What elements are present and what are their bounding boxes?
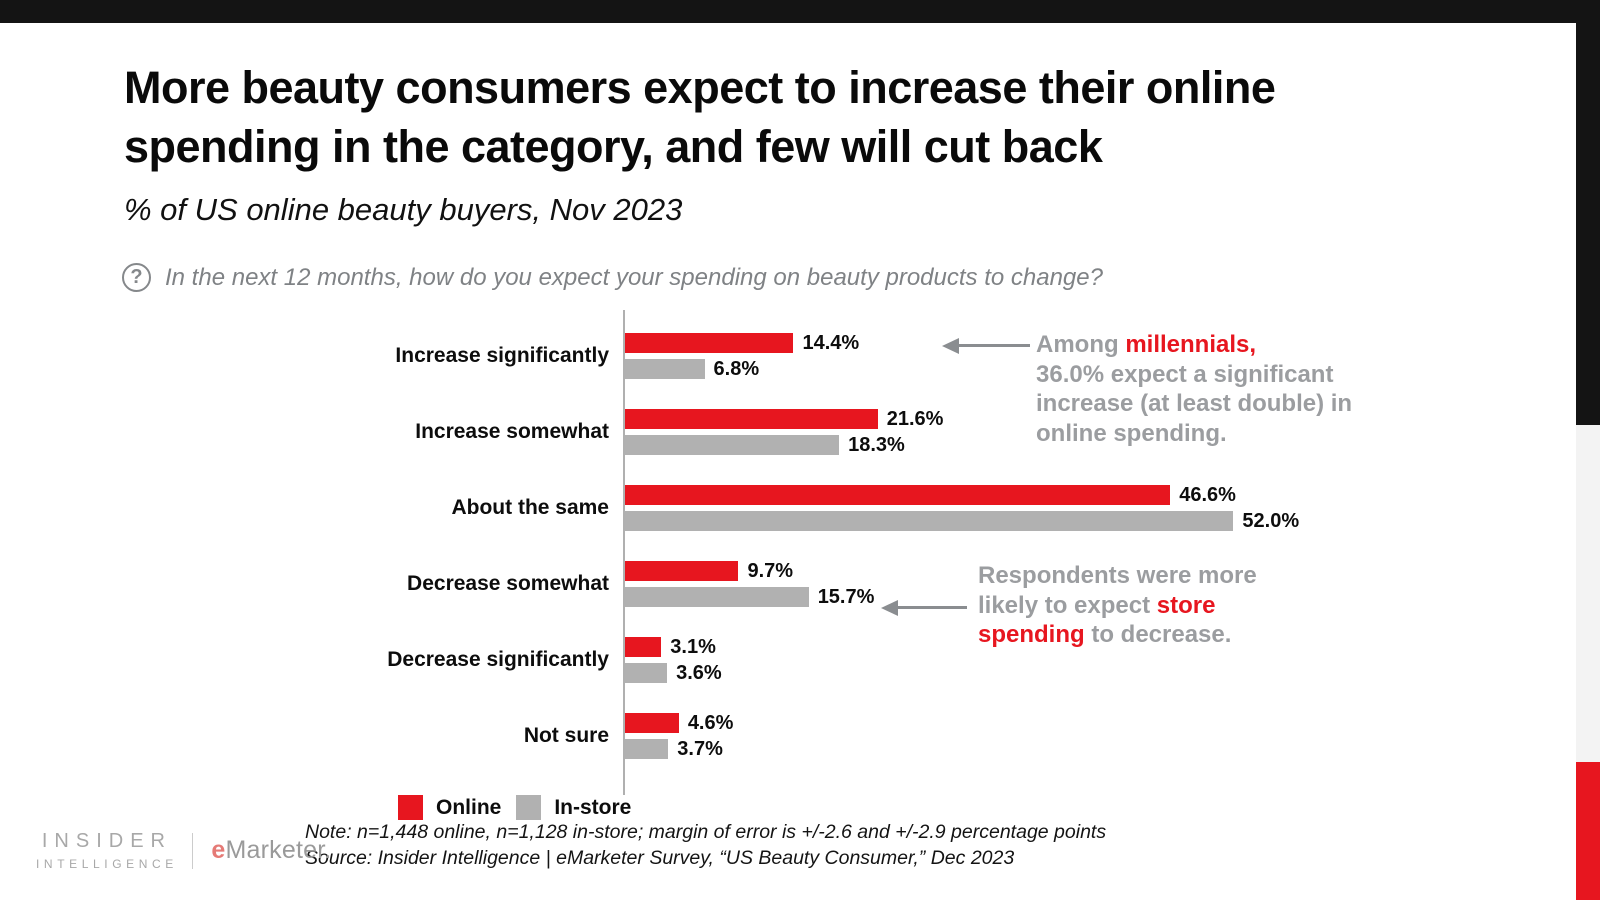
annotation-line: increase (at least double) in	[1036, 390, 1353, 417]
legend-item-instore: In-store	[516, 795, 631, 820]
page-title-line-2: spending in the category, and few will c…	[124, 121, 1103, 172]
category-label: Decrease somewhat	[407, 572, 609, 595]
annotation-millennials: Among millennials, 36.0% expect a signifi…	[1036, 330, 1352, 448]
annotation-line: Respondents were more	[978, 562, 1257, 589]
annotation-arrow-2	[897, 606, 967, 609]
insider-logo-text: INSIDER	[41, 830, 172, 852]
annotation-arrow-2-head	[881, 600, 898, 616]
emarketer-logo: eMarketer.	[211, 836, 331, 865]
annotation-arrow-1-head	[942, 338, 959, 354]
annotation-store-spending: Respondents were more likely to expect st…	[978, 561, 1257, 650]
bar-instore	[625, 435, 840, 455]
value-label-instore: 18.3%	[848, 434, 905, 456]
chart-source: Source: Insider Intelligence | eMarketer…	[305, 847, 1015, 869]
legend-item-online: Online	[398, 795, 501, 820]
bar-online	[625, 333, 794, 353]
insider-intelligence-logo: INSIDER INTELLIGENCE	[36, 830, 178, 871]
legend: Online In-store	[398, 795, 631, 820]
annotation-line: online spending.	[1036, 419, 1227, 447]
legend-swatch	[516, 795, 542, 820]
page-title-line-1: More beauty consumers expect to increase…	[124, 62, 1276, 113]
value-label-online: 14.4%	[802, 332, 860, 354]
bar-online	[625, 485, 1171, 505]
branding: INSIDER INTELLIGENCE eMarketer.	[36, 830, 332, 871]
value-label-instore: 52.0%	[1242, 510, 1300, 532]
value-label-online: 46.6%	[1179, 484, 1236, 506]
value-label-instore: 3.6%	[676, 662, 722, 684]
side-accent-gray	[1576, 425, 1600, 762]
question-mark-icon: ?	[122, 263, 151, 292]
annotation-line: spending to decrease.	[978, 621, 1232, 648]
bar-online	[625, 409, 878, 429]
survey-question-row: ? In the next 12 months, how do you expe…	[122, 263, 1103, 292]
category-label: Increase significantly	[395, 344, 609, 367]
annotation-arrow-1	[958, 344, 1030, 347]
bar-instore	[625, 587, 809, 607]
bar-online	[625, 637, 662, 657]
legend-label: Online	[436, 795, 502, 819]
value-label-online: 3.1%	[670, 636, 716, 658]
category-label: Decrease significantly	[387, 648, 609, 671]
bar-instore	[625, 739, 669, 759]
bar-instore	[625, 359, 705, 379]
legend-label: In-store	[554, 795, 632, 819]
value-label-online: 9.7%	[747, 560, 794, 582]
top-accent-bar	[0, 0, 1600, 23]
side-accent-red	[1576, 762, 1600, 900]
bar-online	[625, 713, 679, 733]
annotation-line: likely to expect store	[978, 591, 1216, 619]
annotation-line: 36.0% expect a significant	[1036, 360, 1334, 388]
bar-online	[625, 561, 739, 581]
value-label-instore: 3.7%	[677, 738, 723, 760]
legend-swatch	[398, 795, 423, 820]
category-label: Not sure	[523, 724, 609, 747]
bar-instore	[625, 663, 668, 683]
y-axis-line	[623, 310, 625, 795]
side-accent-black	[1576, 23, 1600, 425]
logo-divider	[191, 832, 194, 869]
emarketer-logo-e: e	[211, 836, 226, 864]
page-subtitle: % of US online beauty buyers, Nov 2023	[124, 192, 683, 227]
value-label-online: 21.6%	[886, 408, 944, 430]
category-label: Increase somewhat	[415, 420, 609, 443]
intelligence-logo-text: INTELLIGENCE	[36, 857, 178, 871]
annotation-line: Among millennials,	[1036, 331, 1257, 358]
value-label-online: 4.6%	[687, 712, 734, 734]
emarketer-logo-rest: Marketer.	[225, 836, 332, 864]
bar-instore	[625, 511, 1234, 531]
bar-chart: Increase significantly 14.4% 6.8% Increase …	[387, 310, 1323, 795]
chart-note: Note: n=1,448 online, n=1,128 in-store; …	[305, 821, 1107, 843]
value-label-instore: 6.8%	[713, 358, 760, 380]
category-label: About the same	[451, 496, 609, 519]
page-title: More beauty consumers expect to increase…	[124, 58, 1544, 176]
value-label-instore: 15.7%	[817, 586, 875, 608]
survey-question: In the next 12 months, how do you expect…	[165, 263, 1103, 291]
